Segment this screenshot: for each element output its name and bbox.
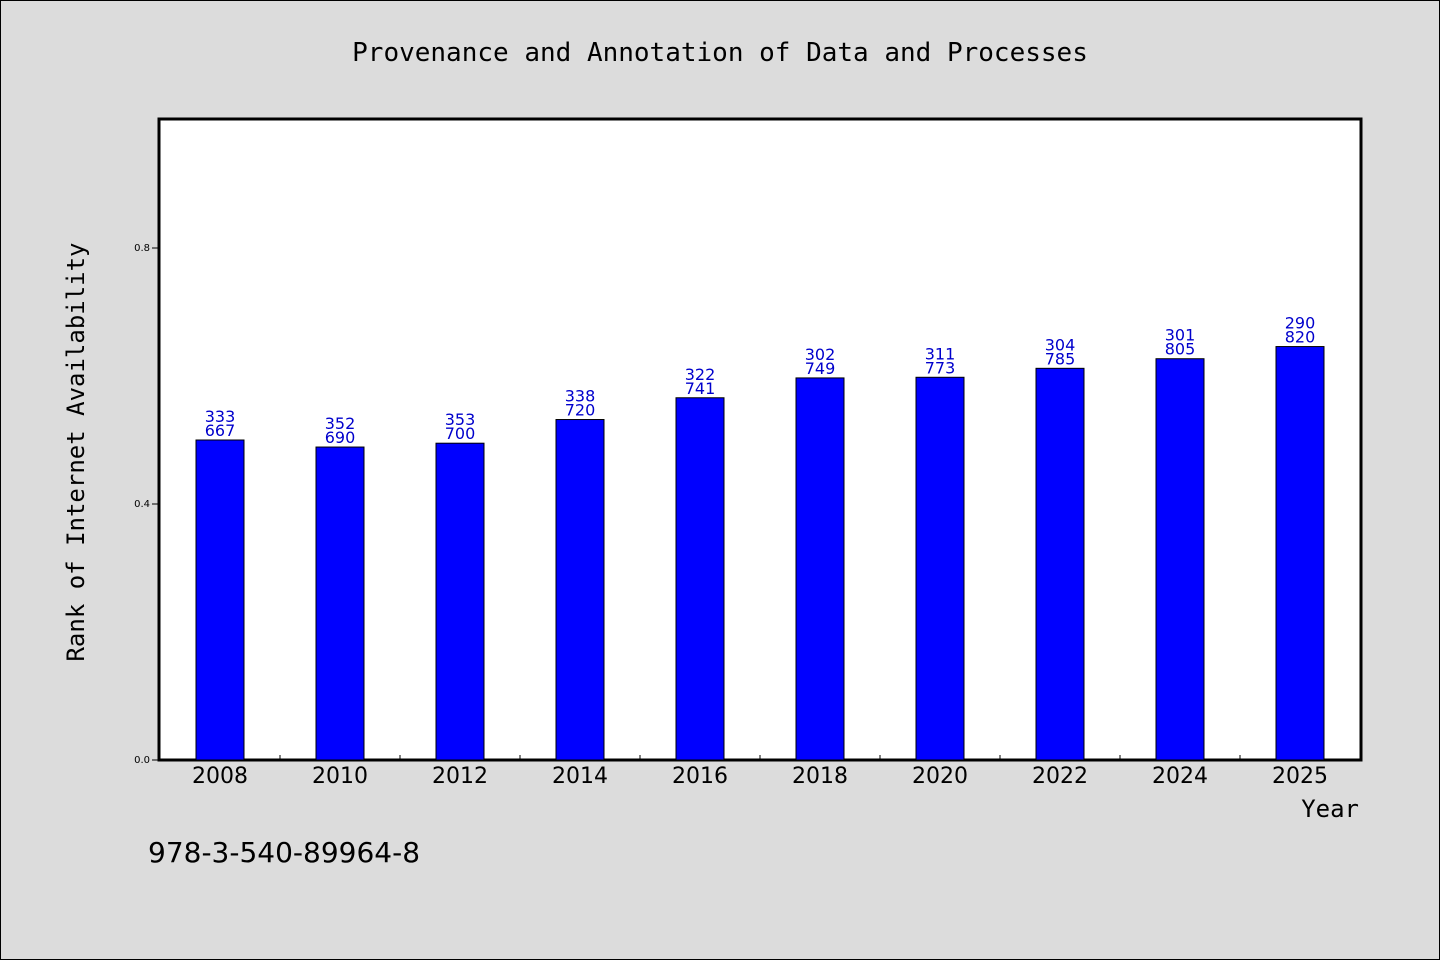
data-label-2016-2: 741 xyxy=(685,379,716,398)
isbn-footnote: 978-3-540-89964-8 xyxy=(148,836,420,869)
x-tick-label-2016: 2016 xyxy=(672,764,728,789)
bar-2024 xyxy=(1155,358,1205,761)
data-label-2008-2: 667 xyxy=(205,421,236,440)
x-tick-label-2018: 2018 xyxy=(792,764,848,789)
bar-2008 xyxy=(195,439,245,761)
y-axis-label: Rank of Internet Availability xyxy=(62,242,90,661)
data-label-2020-2: 773 xyxy=(925,358,956,377)
data-label-2014-1: 338 xyxy=(565,387,596,406)
x-tick-label-2012: 2012 xyxy=(432,764,488,789)
data-label-2024-1: 301 xyxy=(1165,326,1196,345)
data-label-2016-1: 322 xyxy=(685,365,716,384)
bar-2025 xyxy=(1275,346,1325,761)
bar-2018 xyxy=(795,377,845,761)
data-label-2022-1: 304 xyxy=(1045,335,1076,354)
bar-2010 xyxy=(315,446,365,761)
data-label-2012-2: 700 xyxy=(445,424,476,443)
y-tick-label-0.0: 0.0 xyxy=(134,755,150,766)
bar-2014 xyxy=(555,419,605,761)
data-label-2012-1: 353 xyxy=(445,410,476,429)
x-tick-label-2020: 2020 xyxy=(912,764,968,789)
data-label-2025-1: 290 xyxy=(1285,314,1316,333)
x-tick-label-2022: 2022 xyxy=(1032,764,1088,789)
x-tick-label-2010: 2010 xyxy=(312,764,368,789)
data-label-2022-2: 785 xyxy=(1045,349,1076,368)
x-axis-label: Year xyxy=(1301,795,1359,823)
data-label-2014-2: 720 xyxy=(565,401,596,420)
x-axis: 2008 2010 2012 2014 2016 2018 2020 2022 2024 2025 xyxy=(192,755,1328,789)
x-tick-label-2014: 2014 xyxy=(552,764,608,789)
x-tick-label-2024: 2024 xyxy=(1152,764,1208,789)
x-tick-label-2008: 2008 xyxy=(192,764,248,789)
data-label-2018-1: 302 xyxy=(805,345,836,364)
data-label-2018-2: 749 xyxy=(805,359,836,378)
data-label-2020-1: 311 xyxy=(925,344,956,363)
data-label-2024-2: 805 xyxy=(1165,340,1196,359)
bar-2022 xyxy=(1035,367,1085,761)
chart-title: Provenance and Annotation of Data and Pr… xyxy=(352,38,1088,68)
bar-2016 xyxy=(675,397,725,761)
x-tick-label-2025: 2025 xyxy=(1272,764,1328,789)
data-label-2008-1: 333 xyxy=(205,407,236,426)
bar-2012 xyxy=(435,442,485,761)
y-tick-label-0.4: 0.4 xyxy=(134,499,150,510)
y-axis: 0.0 0.4 0.8 xyxy=(134,243,160,766)
data-label-2025-2: 820 xyxy=(1285,328,1316,347)
data-label-2010-2: 690 xyxy=(325,428,356,447)
y-tick-label-0.8: 0.8 xyxy=(134,243,150,254)
data-label-2010-1: 352 xyxy=(325,414,356,433)
bar-2020 xyxy=(915,376,965,761)
